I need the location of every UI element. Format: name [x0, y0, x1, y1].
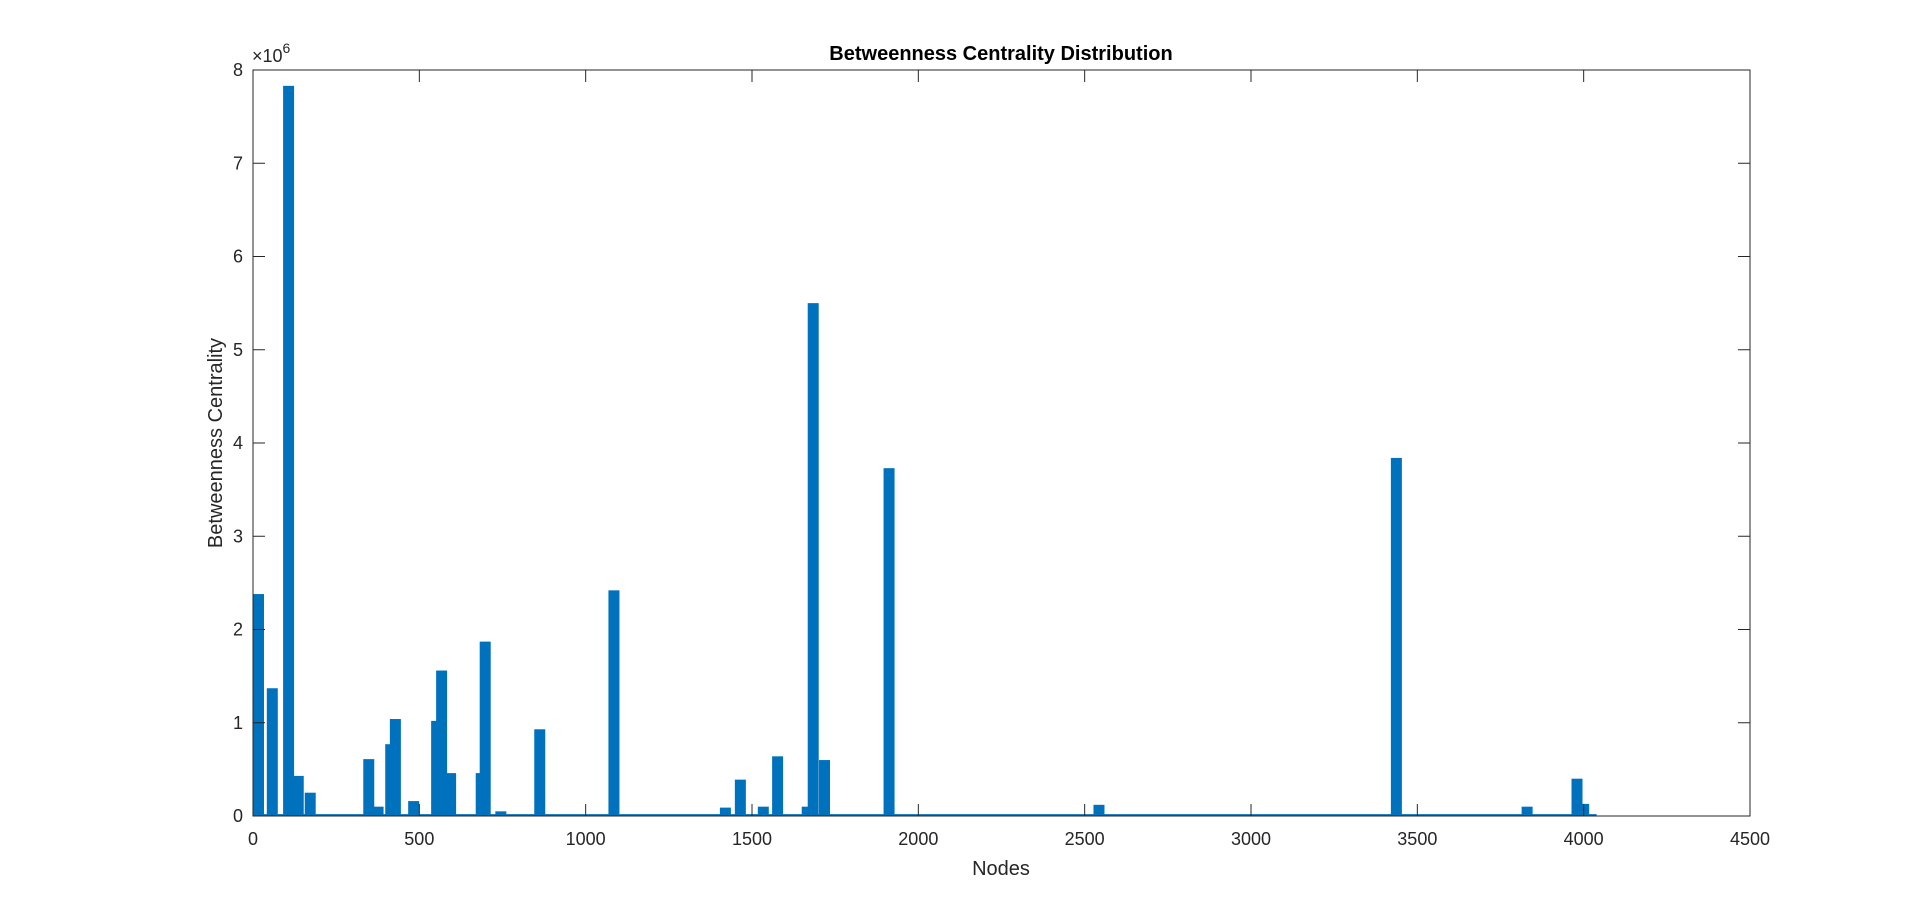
bar-peak-28 [1521, 806, 1533, 816]
bar-peak-0 [253, 594, 264, 816]
bar-peak-8 [389, 719, 401, 816]
plot-frame [252, 69, 1751, 817]
bar-peak-22 [801, 806, 813, 816]
bar-peak-16 [534, 729, 546, 816]
bar-peak-9 [408, 801, 420, 816]
x-tick-label-8: 4000 [1564, 829, 1604, 849]
x-axis-label: Nodes [972, 858, 1030, 880]
x-tick-label-0: 0 [248, 829, 258, 849]
y-tick-label-7: 7 [233, 153, 243, 173]
bar-peak-4 [304, 792, 316, 816]
x-tick-label-6: 3000 [1231, 829, 1271, 849]
x-tick-label-1: 500 [404, 829, 434, 849]
x-tick-label-5: 2500 [1065, 829, 1105, 849]
bar-peak-21 [772, 756, 784, 816]
bar-peak-27 [1390, 457, 1402, 816]
bar-peak-29 [1571, 778, 1583, 816]
y-tick-label-2: 2 [233, 620, 243, 640]
bar-peak-6 [372, 806, 384, 816]
y-tick-label-4: 4 [233, 433, 243, 453]
y-axis-label: Betweenness Centrality [205, 338, 227, 548]
x-tick-labels: 0 500 1000 1500 2000 2500 3000 3500 4000 4500 [248, 829, 1770, 849]
y-tick-label-8: 8 [233, 60, 243, 80]
x-tick-label-9: 4500 [1730, 829, 1770, 849]
x-tick-label-7: 3500 [1397, 829, 1437, 849]
y-tick-label-6: 6 [233, 247, 243, 267]
bar-peak-15 [495, 811, 507, 816]
bar-peak-5 [363, 759, 375, 816]
x-tick-label-3: 1500 [732, 829, 772, 849]
bar-peak-19 [734, 779, 746, 816]
bar-peak-26 [1093, 804, 1105, 816]
bar-peak-2 [283, 85, 295, 817]
bar-peak-23 [807, 303, 819, 816]
bar-peak-11 [436, 670, 448, 816]
bar-peak-3 [292, 775, 304, 816]
y-multiplier-exponent: 6 [283, 40, 291, 56]
bar-peak-25 [883, 468, 895, 816]
bar-peak-20 [757, 806, 769, 816]
y-tick-label-0: 0 [233, 806, 243, 826]
bar-peak-18 [719, 807, 731, 816]
y-multiplier-base: ×10 [252, 46, 283, 66]
bar-peak-14 [479, 641, 491, 816]
y-multiplier: ×106 [252, 40, 291, 66]
y-tick-label-1: 1 [233, 713, 243, 733]
y-tick-labels: 0 1 2 3 4 5 6 7 8 [233, 60, 243, 826]
bar-peak-1 [266, 688, 278, 816]
baseline-bars [253, 814, 1597, 816]
y-tick-label-5: 5 [233, 340, 243, 360]
x-tick-label-2: 1000 [566, 829, 606, 849]
y-tick-label-3: 3 [233, 526, 243, 546]
bar-peak-24 [819, 760, 831, 816]
bar-peak-17 [608, 590, 620, 816]
plot-area [253, 70, 1750, 816]
x-tick-label-4: 2000 [898, 829, 938, 849]
chart-title: Betweenness Centrality Distribution [829, 43, 1172, 65]
bar-peak-12 [445, 773, 457, 816]
